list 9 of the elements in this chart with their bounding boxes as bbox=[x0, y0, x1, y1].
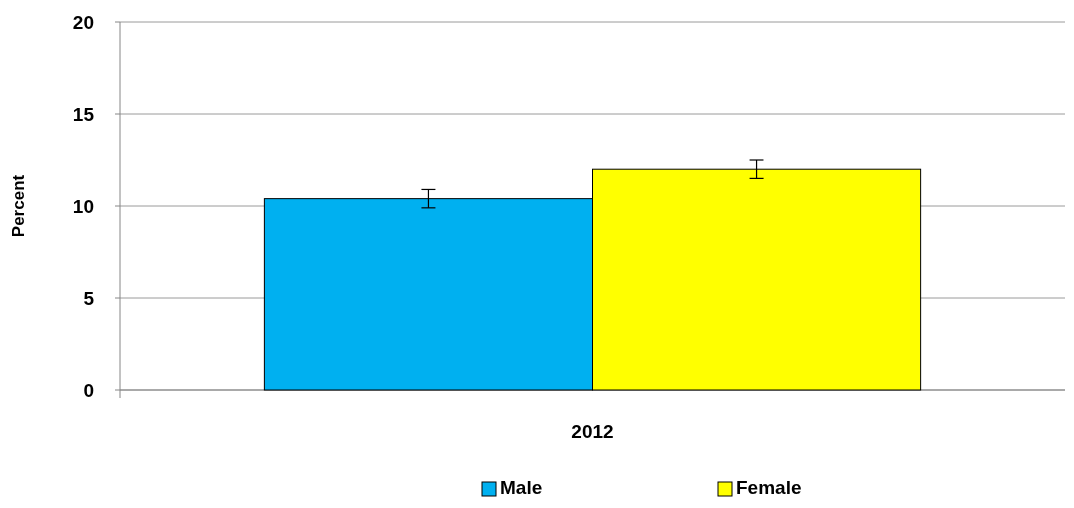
y-tick-label: 10 bbox=[72, 195, 94, 217]
y-tick-label: 15 bbox=[72, 103, 95, 125]
y-tick-label: 20 bbox=[72, 11, 94, 33]
legend-label: Female bbox=[736, 477, 802, 498]
legend-label: Male bbox=[500, 477, 543, 498]
y-tick-label: 5 bbox=[83, 287, 95, 309]
y-axis-title: Percent bbox=[9, 174, 28, 238]
x-tick-label: 2012 bbox=[571, 421, 614, 442]
y-tick-label: 0 bbox=[83, 379, 94, 401]
